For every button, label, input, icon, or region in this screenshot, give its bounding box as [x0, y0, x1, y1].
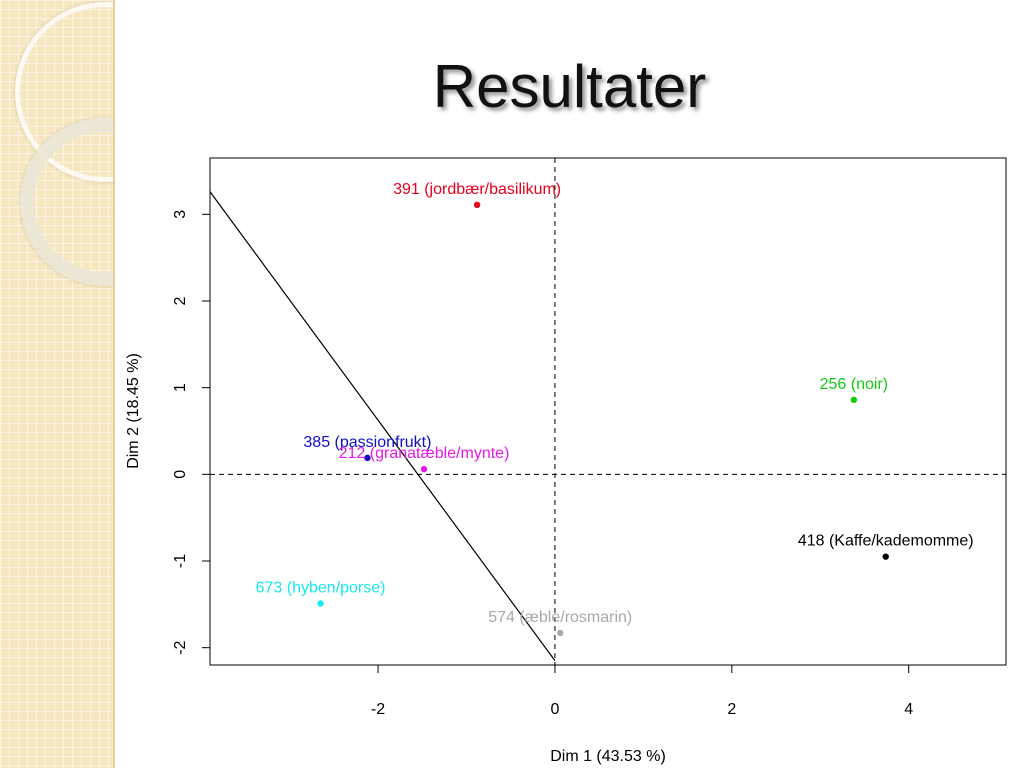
- x-axis-label: Dim 1 (43.53 %): [550, 748, 666, 765]
- x-axis: -2 0 2 4: [371, 664, 913, 718]
- y-axis: -2 -1 0 1 2 3: [172, 210, 211, 655]
- y-tick-label: 0: [172, 470, 189, 479]
- data-point-label: 673 (hyben/porse): [256, 579, 386, 596]
- x-tick-label: 2: [727, 701, 736, 718]
- slide-title: Resultater: [432, 53, 707, 120]
- data-point-label: 385 (passionfrukt): [303, 434, 431, 451]
- y-tick-label: 2: [172, 296, 189, 305]
- y-axis-label: Dim 2 (18.45 %): [125, 353, 142, 469]
- data-point: [850, 396, 858, 403]
- fitted-line-segment: [210, 190, 556, 662]
- x-tick-label: 0: [550, 701, 559, 718]
- x-tick-label: -2: [371, 701, 385, 718]
- data-point: [473, 201, 481, 208]
- y-tick-label: 3: [172, 210, 189, 219]
- data-points: 391 (jordbær/basilikum) 256 (noir) 385 (pa…: [256, 181, 974, 637]
- data-point-label: 574 (æble/rosmarin): [488, 609, 632, 626]
- data-point-label: 391 (jordbær/basilikum): [393, 181, 561, 198]
- data-point: [317, 600, 324, 607]
- x-tick-label: 4: [904, 701, 913, 718]
- y-tick-label: -1: [172, 554, 189, 568]
- data-point: [557, 629, 564, 637]
- reference-lines: [210, 158, 1006, 665]
- fitted-line: [210, 190, 556, 662]
- sidebar-edge: [113, 0, 115, 768]
- data-point-label: 256 (noir): [820, 376, 888, 393]
- y-tick-label: -2: [172, 640, 189, 654]
- data-point-label: 418 (Kaffe/kademomme): [798, 533, 974, 550]
- data-point: [882, 553, 889, 560]
- decorative-sidebar: [0, 0, 113, 768]
- data-point: [364, 454, 371, 462]
- data-point-label: 212 (granatæble/mynte): [339, 445, 510, 462]
- data-point: [420, 465, 428, 473]
- y-tick-label: 1: [172, 383, 189, 392]
